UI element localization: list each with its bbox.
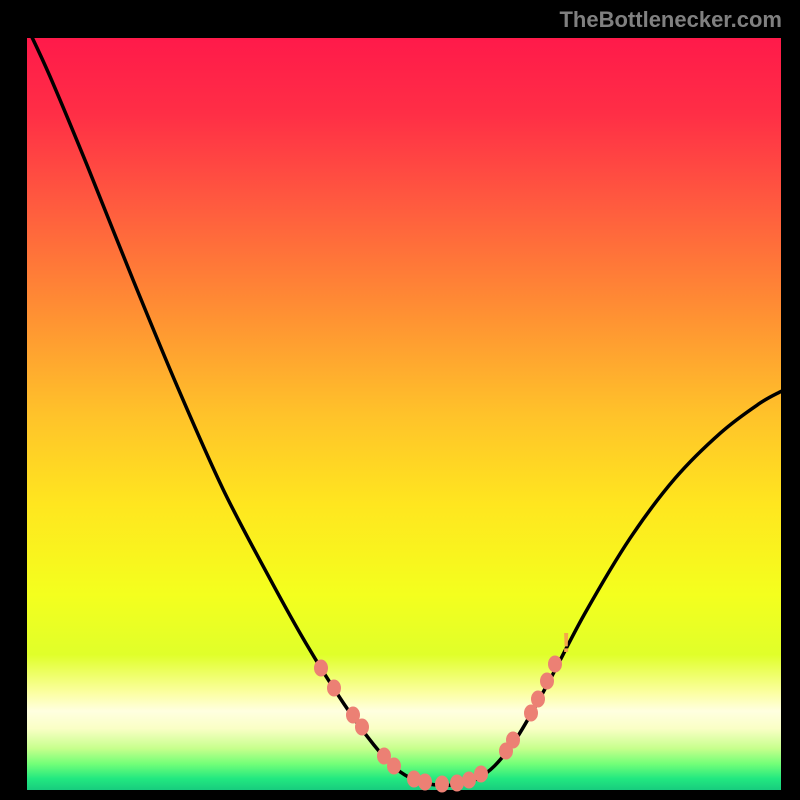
chart-marker	[387, 757, 401, 774]
bottleneck-curve	[27, 38, 781, 785]
watermark-text: TheBottlenecker.com	[559, 7, 782, 33]
chart-svg	[27, 38, 781, 790]
chart-marker	[327, 680, 341, 697]
chart-marker	[355, 718, 369, 735]
chart-marker	[531, 691, 545, 708]
chart-marker	[548, 656, 562, 673]
chart-marker	[314, 660, 328, 677]
chart-marker	[474, 766, 488, 783]
chart-marker	[506, 732, 520, 749]
exclamation-icon: !	[561, 632, 570, 654]
plot-area: !	[27, 38, 781, 790]
chart-marker	[540, 672, 554, 689]
chart-marker	[418, 774, 432, 791]
chart-marker	[435, 775, 449, 792]
